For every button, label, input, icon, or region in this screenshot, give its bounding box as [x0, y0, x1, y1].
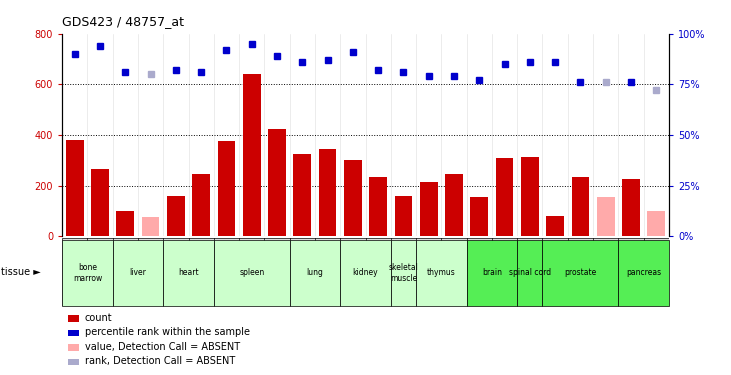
Bar	[319, 149, 336, 236]
Text: GSM12749: GSM12749	[652, 242, 661, 283]
Text: skeletal
muscle: skeletal muscle	[388, 263, 418, 282]
Bar	[68, 344, 79, 351]
Text: percentile rank within the sample: percentile rank within the sample	[85, 327, 249, 338]
Bar	[445, 174, 463, 236]
Text: GSM12714: GSM12714	[450, 242, 458, 283]
FancyBboxPatch shape	[113, 240, 163, 306]
Text: GSM12689: GSM12689	[474, 242, 484, 283]
Text: GSM12650: GSM12650	[222, 242, 231, 283]
FancyBboxPatch shape	[416, 240, 466, 306]
Text: GSM12739: GSM12739	[626, 242, 635, 283]
Text: tissue ►: tissue ►	[1, 267, 40, 277]
Text: brain: brain	[482, 268, 502, 278]
Text: GSM12729: GSM12729	[349, 242, 357, 283]
Text: GSM12734: GSM12734	[576, 242, 585, 283]
Bar	[293, 154, 311, 236]
Text: GSM12675: GSM12675	[374, 242, 382, 283]
Text: pancreas: pancreas	[626, 268, 661, 278]
Text: count: count	[85, 313, 113, 323]
Text: heart: heart	[178, 268, 199, 278]
Text: GSM12699: GSM12699	[298, 242, 307, 283]
Bar	[192, 174, 210, 236]
FancyBboxPatch shape	[391, 240, 416, 306]
FancyBboxPatch shape	[289, 240, 340, 306]
Bar	[648, 211, 665, 236]
FancyBboxPatch shape	[618, 240, 669, 306]
FancyBboxPatch shape	[213, 240, 289, 306]
Bar	[66, 140, 83, 236]
Bar	[142, 217, 159, 236]
Text: GSM12640: GSM12640	[121, 242, 130, 283]
Text: prostate: prostate	[564, 268, 596, 278]
FancyBboxPatch shape	[62, 240, 113, 306]
Text: GDS423 / 48757_at: GDS423 / 48757_at	[62, 15, 184, 28]
Text: rank, Detection Call = ABSENT: rank, Detection Call = ABSENT	[85, 356, 235, 366]
Text: GSM12665: GSM12665	[197, 242, 205, 283]
Text: value, Detection Call = ABSENT: value, Detection Call = ABSENT	[85, 342, 240, 352]
Text: GSM12709: GSM12709	[500, 242, 509, 283]
Text: GSM12704: GSM12704	[550, 242, 560, 283]
Text: kidney: kidney	[352, 268, 379, 278]
Bar	[622, 179, 640, 236]
Text: GSM12744: GSM12744	[601, 242, 610, 283]
Bar	[243, 74, 260, 236]
Text: GSM12724: GSM12724	[96, 242, 105, 283]
Bar	[471, 197, 488, 236]
FancyBboxPatch shape	[542, 240, 618, 306]
FancyBboxPatch shape	[163, 240, 213, 306]
Text: thymus: thymus	[427, 268, 455, 278]
FancyBboxPatch shape	[340, 240, 391, 306]
Text: GSM12655: GSM12655	[273, 242, 281, 283]
Bar	[268, 129, 286, 236]
Bar	[116, 211, 135, 236]
Text: GSM12679: GSM12679	[526, 242, 534, 283]
Bar	[91, 169, 109, 236]
Bar	[68, 315, 79, 322]
Text: bone
marrow: bone marrow	[73, 263, 102, 282]
Text: spinal cord: spinal cord	[509, 268, 551, 278]
Bar	[496, 158, 513, 236]
Text: GSM12635: GSM12635	[70, 242, 79, 283]
Bar	[546, 216, 564, 236]
Bar	[167, 196, 185, 236]
Bar	[596, 197, 615, 236]
Text: lung: lung	[306, 268, 323, 278]
Bar	[68, 330, 79, 336]
Bar	[572, 177, 589, 236]
Text: GSM12660: GSM12660	[323, 242, 332, 283]
Text: spleen: spleen	[239, 268, 265, 278]
Bar	[68, 358, 79, 365]
Bar	[420, 182, 438, 236]
Bar	[395, 196, 412, 236]
Text: GSM12684: GSM12684	[424, 242, 433, 283]
Bar	[369, 177, 387, 236]
Text: GSM12694: GSM12694	[399, 242, 408, 283]
Text: liver: liver	[129, 268, 146, 278]
Bar	[218, 141, 235, 236]
Bar	[521, 156, 539, 236]
Text: GSM12645: GSM12645	[171, 242, 181, 283]
Bar	[344, 160, 362, 236]
Text: GSM12719: GSM12719	[146, 242, 155, 283]
Text: GSM12670: GSM12670	[247, 242, 257, 283]
FancyBboxPatch shape	[518, 240, 542, 306]
FancyBboxPatch shape	[466, 240, 518, 306]
